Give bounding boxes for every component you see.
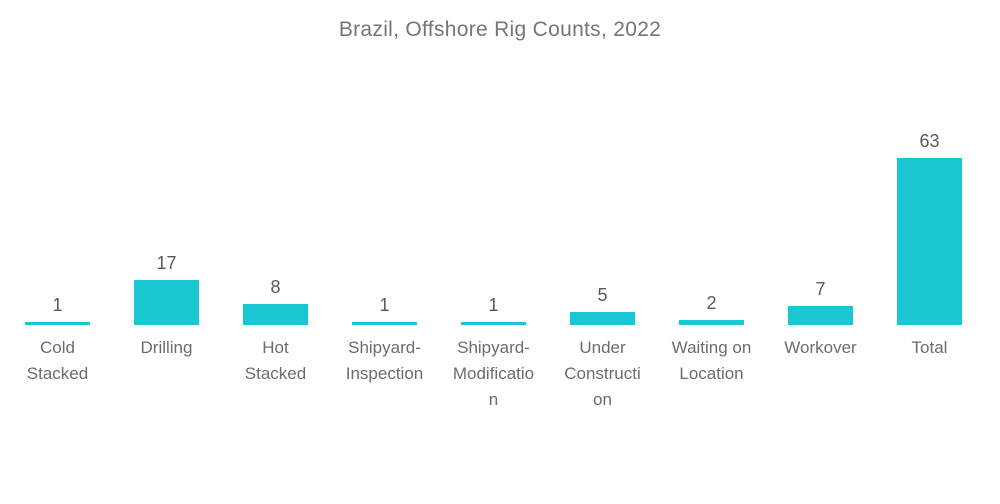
bar-drilling [134, 279, 199, 325]
category-label-total: Total [911, 338, 948, 357]
bar-value-label: 1 [379, 295, 390, 316]
bar-workover [788, 306, 853, 325]
bar-group-cold-stacked: 1 Cold Stacked [3, 60, 112, 413]
bar-group-under-construction: 5 Under Constructi on [548, 60, 657, 413]
category-label-shipyard-modification: Shipyard- Modificatio n [452, 338, 535, 409]
bar-value-label: 2 [706, 292, 717, 313]
bar-value-label: 1 [52, 295, 63, 316]
bar-group-drilling: 17 Drilling [112, 60, 221, 413]
bar-total [897, 158, 962, 325]
bar-shipyard-inspection [352, 322, 417, 325]
bar-value-label: 17 [156, 252, 177, 273]
chart-title: Brazil, Offshore Rig Counts, 2022 [338, 18, 662, 41]
bar-group-hot-stacked: 8 Hot Stacked [221, 60, 330, 413]
bar-value-label: 5 [597, 284, 608, 305]
category-label-shipyard-inspection: Shipyard- Inspection [345, 338, 424, 383]
plot-area: 1 Cold Stacked 17 Drilling 8 Hot Stacked… [3, 60, 984, 413]
bar-value-label: 63 [919, 131, 940, 151]
bar-group-workover: 7 Workover [766, 60, 875, 413]
category-label-under-construction: Under Constructi on [564, 338, 641, 409]
category-label-drilling: Drilling [140, 338, 193, 357]
bar-cold-stacked [25, 322, 90, 325]
bar-waiting-on-location [679, 319, 744, 325]
bar-hot-stacked [243, 303, 308, 325]
bar-value-label: 8 [270, 276, 281, 297]
category-label-workover: Workover [784, 338, 857, 357]
category-label-waiting-on-location: Waiting on Location [671, 338, 752, 383]
bar-group-shipyard-inspection: 1 Shipyard- Inspection [330, 60, 439, 413]
bar-group-waiting-on-location: 2 Waiting on Location [657, 60, 766, 413]
category-label-cold-stacked: Cold Stacked [26, 338, 89, 383]
bar-group-total: 63 Total [875, 60, 984, 413]
bar-value-label: 1 [488, 295, 499, 316]
bar-group-shipyard-modification: 1 Shipyard- Modificatio n [439, 60, 548, 413]
bar-shipyard-modification [461, 322, 526, 325]
bar-under-construction [570, 311, 635, 325]
bar-value-label: 7 [815, 279, 826, 300]
category-label-hot-stacked: Hot Stacked [244, 338, 307, 383]
